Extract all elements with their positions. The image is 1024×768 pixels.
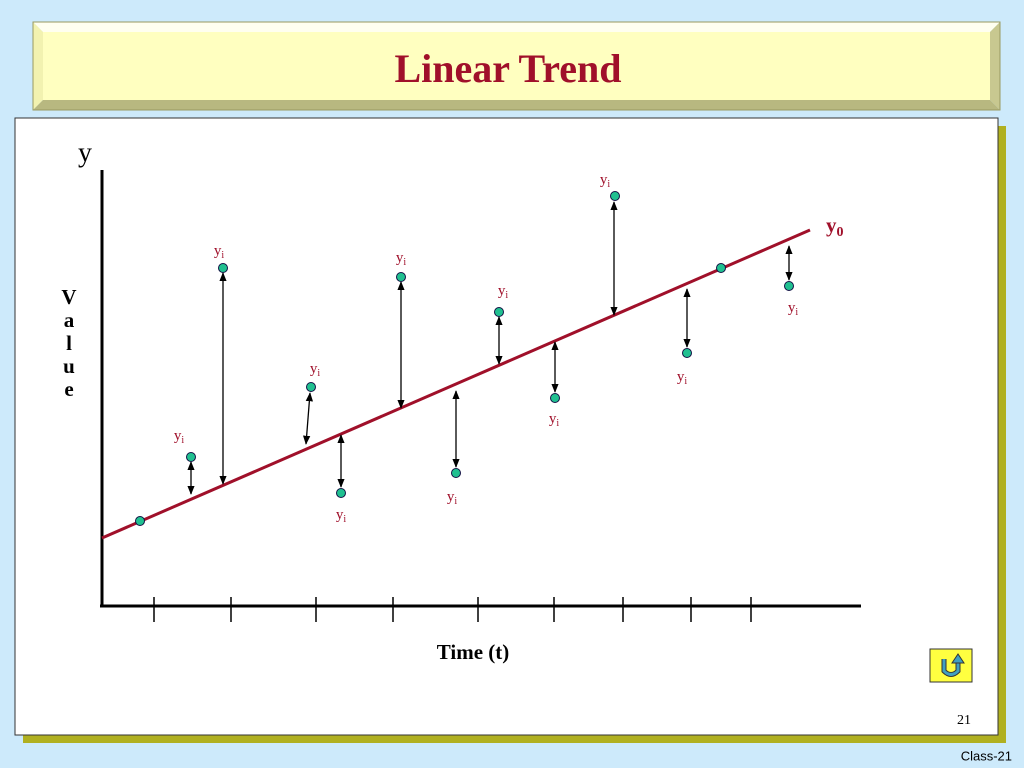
point-label-subscript: i	[607, 179, 610, 190]
value-axis-label: Value	[57, 285, 81, 400]
point-label-subscript: i	[454, 496, 457, 507]
point-label-subscript: i	[317, 368, 320, 379]
point-label: yi	[214, 243, 225, 261]
point-label-subscript: i	[505, 290, 508, 301]
point-label-base: y	[447, 489, 455, 505]
point-label: yi	[174, 428, 185, 446]
point-label-base: y	[174, 428, 182, 444]
point-label-subscript: i	[556, 418, 559, 429]
point-label: yi	[549, 411, 560, 429]
point-label: yi	[788, 300, 799, 318]
point-on-line	[135, 516, 145, 526]
data-point	[186, 452, 196, 462]
point-on-line	[716, 263, 726, 273]
point-label-base: y	[336, 507, 344, 523]
point-label-base: y	[498, 283, 506, 299]
trend-label-subscript: 0	[837, 225, 844, 240]
y-axis-label: y	[78, 137, 92, 168]
data-point	[610, 191, 620, 201]
point-label-subscript: i	[181, 435, 184, 446]
point-label-subscript: i	[343, 514, 346, 525]
point-label: yi	[498, 283, 509, 301]
page-number: 21	[957, 713, 971, 728]
point-label: yi	[310, 361, 321, 379]
panel	[14, 117, 999, 736]
point-label-base: y	[310, 361, 318, 377]
data-point	[396, 272, 406, 282]
title-box	[32, 21, 1001, 111]
title: Linear Trend	[394, 46, 621, 91]
point-label: yi	[447, 489, 458, 507]
data-point	[784, 281, 794, 291]
deviation-arrow	[303, 392, 313, 445]
point-label-subscript: i	[221, 250, 224, 261]
x-ticks	[153, 597, 752, 622]
data-point	[451, 468, 461, 478]
point-label-subscript: i	[403, 257, 406, 268]
point-label-base: y	[214, 243, 222, 259]
point-label: yi	[600, 172, 611, 190]
data-point	[550, 393, 560, 403]
data-point	[494, 307, 504, 317]
point-label-base: y	[396, 250, 404, 266]
point-label-base: y	[677, 369, 685, 385]
trend-label-base: y	[826, 213, 837, 237]
trend-label: y0	[826, 213, 844, 240]
point-label-subscript: i	[795, 307, 798, 318]
point-label-subscript: i	[684, 376, 687, 387]
data-point	[306, 382, 316, 392]
data-point	[336, 488, 346, 498]
trend-line	[101, 228, 811, 540]
data-point	[682, 348, 692, 358]
point-label-base: y	[549, 411, 557, 427]
return-button[interactable]	[929, 648, 973, 683]
point-label: yi	[336, 507, 347, 525]
point-label-base: y	[788, 300, 796, 316]
x-axis-label: Time (t)	[437, 640, 510, 664]
point-label: yi	[677, 369, 688, 387]
footer: Class-21	[961, 748, 1012, 763]
point-label-base: y	[600, 172, 608, 188]
data-point	[218, 263, 228, 273]
point-label: yi	[396, 250, 407, 268]
